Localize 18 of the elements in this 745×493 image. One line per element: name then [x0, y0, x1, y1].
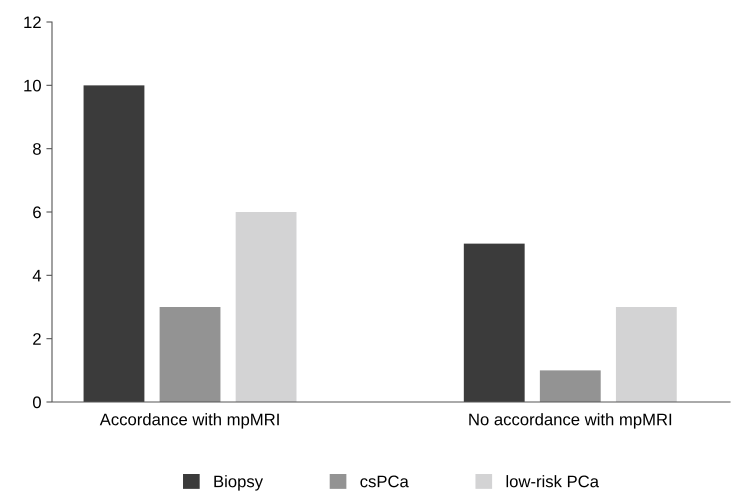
y-tick-label: 8 [33, 143, 41, 155]
bar [540, 370, 601, 402]
bar [236, 212, 297, 402]
y-tick-label: 4 [32, 270, 42, 282]
bar [464, 244, 525, 402]
x-tick-label: No accordance with mpMRI [469, 413, 672, 429]
y-tick-label: 0 [32, 396, 41, 408]
bar [160, 307, 220, 402]
legend-label: low-risk PCa [506, 475, 599, 488]
legend-label: csPCa [360, 476, 409, 488]
y-tick-label: 10 [24, 80, 41, 92]
legend-label: Biopsy [214, 475, 264, 491]
y-tick-label: 12 [24, 16, 41, 28]
x-tick-label: Accordance with mpMRI [100, 413, 279, 429]
bar [616, 307, 677, 402]
y-tick-label: 6 [33, 206, 41, 218]
bar [84, 85, 144, 402]
y-tick-label: 2 [33, 333, 41, 345]
